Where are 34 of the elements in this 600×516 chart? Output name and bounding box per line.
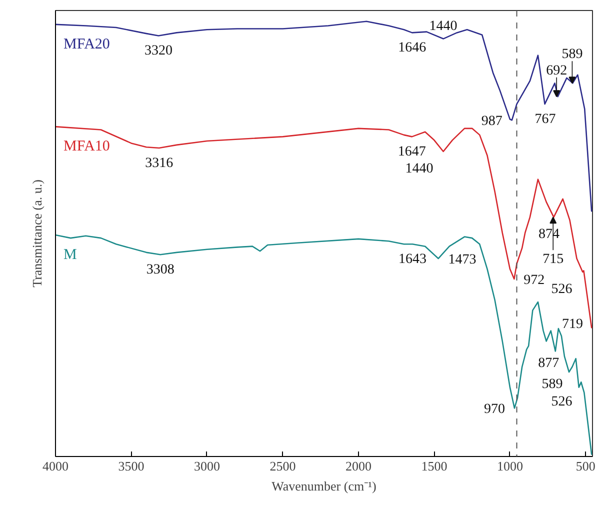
y-axis-title: Transmittance (a. u.)	[30, 180, 44, 288]
annotation: 1440	[429, 18, 458, 34]
annotation: 589	[562, 47, 583, 62]
x-tick-label: 2000	[345, 458, 372, 474]
annotation: 719	[562, 317, 584, 332]
annotation: 1643	[398, 252, 427, 268]
annotation: 767	[534, 112, 556, 128]
x-axis-title: Wavenumber (cm⁻¹)	[272, 478, 376, 494]
annotation: 970	[484, 402, 505, 418]
annotation: 972	[524, 272, 545, 288]
x-tick-label: 3500	[118, 458, 144, 474]
annotation: 589	[542, 376, 563, 392]
annotation: 3308	[146, 262, 174, 278]
annotation: 526	[551, 394, 572, 410]
series-label: MFA10	[64, 138, 110, 155]
annotation: 1646	[398, 40, 426, 56]
series-label: MFA20	[64, 36, 110, 52]
annotation: 3316	[145, 156, 174, 171]
x-tick-label: 1500	[421, 458, 448, 474]
annotation: 526	[551, 282, 572, 298]
series-label: M	[64, 247, 77, 264]
annotation: 877	[538, 356, 560, 371]
annotation: 1473	[448, 252, 476, 268]
annotation: 1440	[405, 161, 434, 176]
x-tick-label: 2500	[270, 458, 296, 474]
annotation: 715	[542, 252, 564, 268]
x-tick-label: 3000	[194, 458, 220, 474]
annotation: 3320	[144, 44, 173, 59]
annotation: 692	[546, 63, 568, 78]
x-tick-label: 1000	[496, 458, 523, 474]
x-tick-label: 4000	[42, 458, 68, 474]
annotation: 987	[481, 114, 502, 130]
x-tick-label: 500	[576, 458, 596, 474]
annotation: 1647	[398, 144, 426, 160]
